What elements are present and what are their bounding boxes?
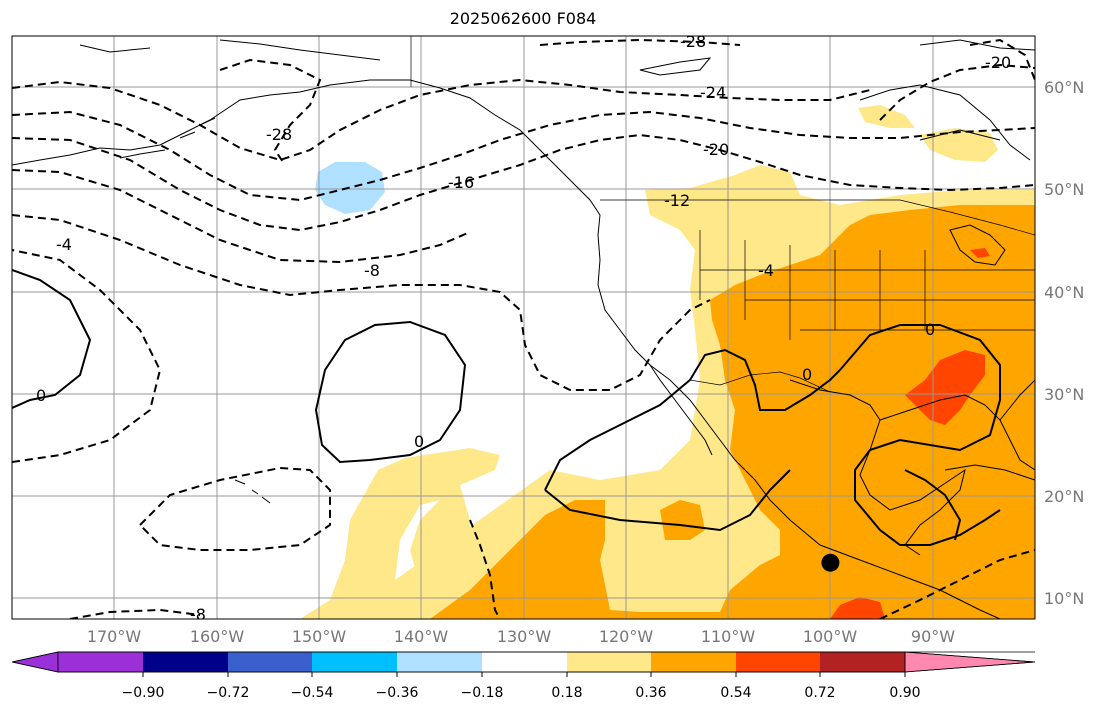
colorbar-tick-label: 0.18 (551, 685, 582, 701)
colorbar-segment (651, 652, 736, 672)
zero-contours (12, 269, 1001, 546)
contour-label: -28 (680, 32, 706, 51)
anomaly-fill-red (830, 248, 990, 619)
colorbar-tick-label: −0.18 (461, 685, 504, 701)
lat-label: 50°N (1044, 180, 1084, 199)
location-marker (821, 553, 840, 572)
colorbar: −0.90 −0.72 −0.54 −0.36 −0.18 0.18 0.36 … (11, 651, 1036, 701)
map-title: 2025062600 F084 (449, 9, 597, 28)
contour-label: -20 (985, 53, 1011, 72)
colorbar-tick-label: 0.54 (720, 685, 751, 701)
colorbar-segment (567, 652, 651, 672)
contour-label: -12 (664, 191, 690, 210)
lat-label: 10°N (1044, 589, 1084, 608)
longitude-labels: 170°W 160°W 150°W 140°W 130°W 120°W 110°… (87, 627, 955, 646)
lon-label: 110°W (701, 627, 756, 646)
colorbar-segment (143, 652, 228, 672)
lon-label: 140°W (394, 627, 449, 646)
colorbar-tick-label: 0.36 (635, 685, 666, 701)
map-frame (11, 35, 1036, 620)
colorbar-segment (228, 652, 312, 672)
anomaly-fill-light-blue (315, 162, 385, 214)
contour-label: -8 (190, 605, 206, 624)
coastlines (12, 39, 1035, 619)
lon-label: 160°W (190, 627, 245, 646)
contour-label: -4 (758, 261, 774, 280)
dashed-contours (12, 38, 1035, 619)
colorbar-tick-labels: −0.90 −0.72 −0.54 −0.36 −0.18 0.18 0.36 … (122, 685, 921, 701)
lon-label: 90°W (911, 627, 955, 646)
lat-label: 60°N (1044, 78, 1084, 97)
lon-label: 170°W (87, 627, 142, 646)
political-borders (410, 36, 1035, 393)
colorbar-tick-label: −0.36 (376, 685, 419, 701)
colorbar-segment (58, 652, 143, 672)
colorbar-segment (482, 652, 567, 672)
colorbar-over-arrow (904, 651, 1036, 673)
contour-label: 0 (925, 320, 935, 339)
contour-label: 0 (414, 432, 424, 451)
lon-label: 100°W (803, 627, 858, 646)
colorbar-segment (736, 652, 820, 672)
lat-label: 40°N (1044, 283, 1084, 302)
colorbar-tick-label: −0.90 (122, 685, 165, 701)
colorbar-tick-label: 0.72 (804, 685, 835, 701)
contour-label: -20 (703, 140, 729, 159)
contour-label: -16 (448, 173, 474, 192)
contour-label-group: -28 -24 -20 -16 -12 -8 -4 0 -28 -20 -4 -… (36, 32, 1011, 624)
colorbar-segment (312, 652, 397, 672)
lat-label: 20°N (1044, 487, 1084, 506)
colorbar-segment (820, 652, 905, 672)
colorbar-segment (397, 652, 482, 672)
contour-label: -28 (266, 125, 292, 144)
colorbar-ticks (142, 672, 906, 677)
contour-label: 0 (802, 365, 812, 384)
lon-label: 150°W (292, 627, 347, 646)
contour-label: 0 (36, 386, 46, 405)
gridlines (12, 36, 1035, 619)
lon-label: 130°W (497, 627, 552, 646)
contour-label: -24 (700, 83, 726, 102)
map-area: -28 -24 -20 -16 -12 -8 -4 0 -28 -20 -4 -… (12, 32, 1035, 624)
anomaly-fill-orange (430, 205, 1035, 619)
colorbar-tick-label: −0.54 (291, 685, 334, 701)
lon-label: 120°W (599, 627, 654, 646)
latitude-labels: 60°N 50°N 40°N 30°N 20°N 10°N (1044, 78, 1084, 608)
lat-label: 30°N (1044, 385, 1084, 404)
contour-label: -4 (56, 235, 72, 254)
contour-label: -8 (364, 261, 380, 280)
colorbar-under-arrow (11, 651, 59, 673)
colorbar-tick-label: −0.72 (207, 685, 250, 701)
colorbar-tick-label: 0.90 (889, 685, 920, 701)
